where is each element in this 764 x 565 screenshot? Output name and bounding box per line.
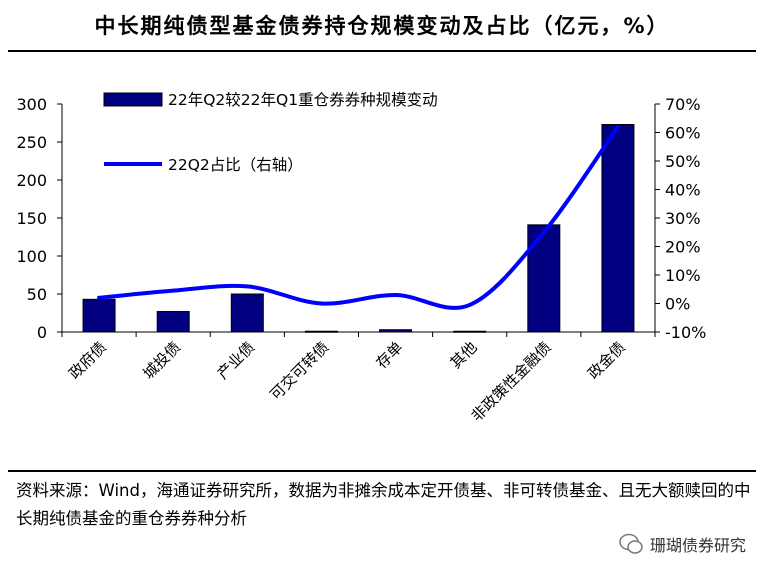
- bar: [527, 224, 561, 333]
- chart-axes: [57, 103, 660, 337]
- right-tick-label: 40%: [665, 181, 701, 200]
- left-tick-label: 50: [27, 285, 47, 304]
- bar: [304, 330, 338, 333]
- left-tick-label: 200: [16, 171, 47, 190]
- left-tick-label: 250: [16, 133, 47, 152]
- left-tick-label: 0: [37, 323, 47, 342]
- title-bar: 中长期纯债型基金债券持仓规模变动及占比（亿元，%）: [8, 0, 756, 50]
- right-tick-label: 0%: [665, 295, 690, 314]
- legend-line-label: 22Q2占比（右轴）: [168, 156, 303, 174]
- right-tick-label: -10%: [665, 323, 706, 342]
- x-tick-label: 可交可转债: [266, 338, 332, 404]
- bar: [230, 293, 264, 333]
- bar-series: [82, 124, 635, 333]
- line-series: [97, 124, 620, 310]
- bar: [82, 298, 116, 333]
- left-tick-label: 100: [16, 247, 47, 266]
- x-tick-label: 非政策性金融债: [468, 338, 555, 425]
- bar: [601, 124, 635, 333]
- watermark-text: 珊瑚债券研究: [649, 536, 746, 555]
- x-tick-label: 城投债: [139, 338, 184, 383]
- bar: [453, 330, 487, 333]
- bottom-rule: [8, 470, 756, 472]
- watermark: 珊瑚债券研究: [618, 531, 746, 557]
- right-tick-label: 70%: [665, 95, 701, 114]
- wechat-icon: [619, 533, 643, 554]
- line-path: [97, 124, 620, 310]
- right-tick-label: 20%: [665, 238, 701, 257]
- x-tick-label: 政府债: [65, 338, 110, 383]
- left-tick-label: 150: [16, 209, 47, 228]
- bar: [379, 329, 413, 333]
- source-note: 资料来源：Wind，海通证券研究所，数据为非摊余成本定开债基、非可转债基金、且无…: [16, 481, 751, 528]
- legend-bar-swatch: [103, 92, 163, 107]
- x-tick-label: 政金债: [584, 338, 629, 383]
- bar: [156, 310, 190, 333]
- right-tick-label: 50%: [665, 152, 701, 171]
- legend-bar-label: 22年Q2较22年Q1重仓券券种规模变动: [168, 91, 438, 109]
- left-tick-label: 300: [16, 95, 47, 114]
- right-tick-label: 30%: [665, 209, 701, 228]
- x-tick-label: 其他: [447, 338, 481, 372]
- legend: 22年Q2较22年Q1重仓券券种规模变动 22Q2占比（右轴）: [103, 91, 438, 174]
- chart-svg: 0 50 100 150 200 250 300 -10% 0% 10% 20% 30% 40% 50% 6…: [16, 91, 706, 425]
- top-rule: [8, 50, 756, 52]
- x-tick-label: 产业债: [214, 338, 259, 383]
- chart-title: 中长期纯债型基金债券持仓规模变动及占比（亿元，%）: [94, 14, 670, 38]
- x-tick-label: 存单: [372, 338, 406, 372]
- right-tick-label: 60%: [665, 124, 701, 143]
- right-tick-label: 10%: [665, 266, 701, 285]
